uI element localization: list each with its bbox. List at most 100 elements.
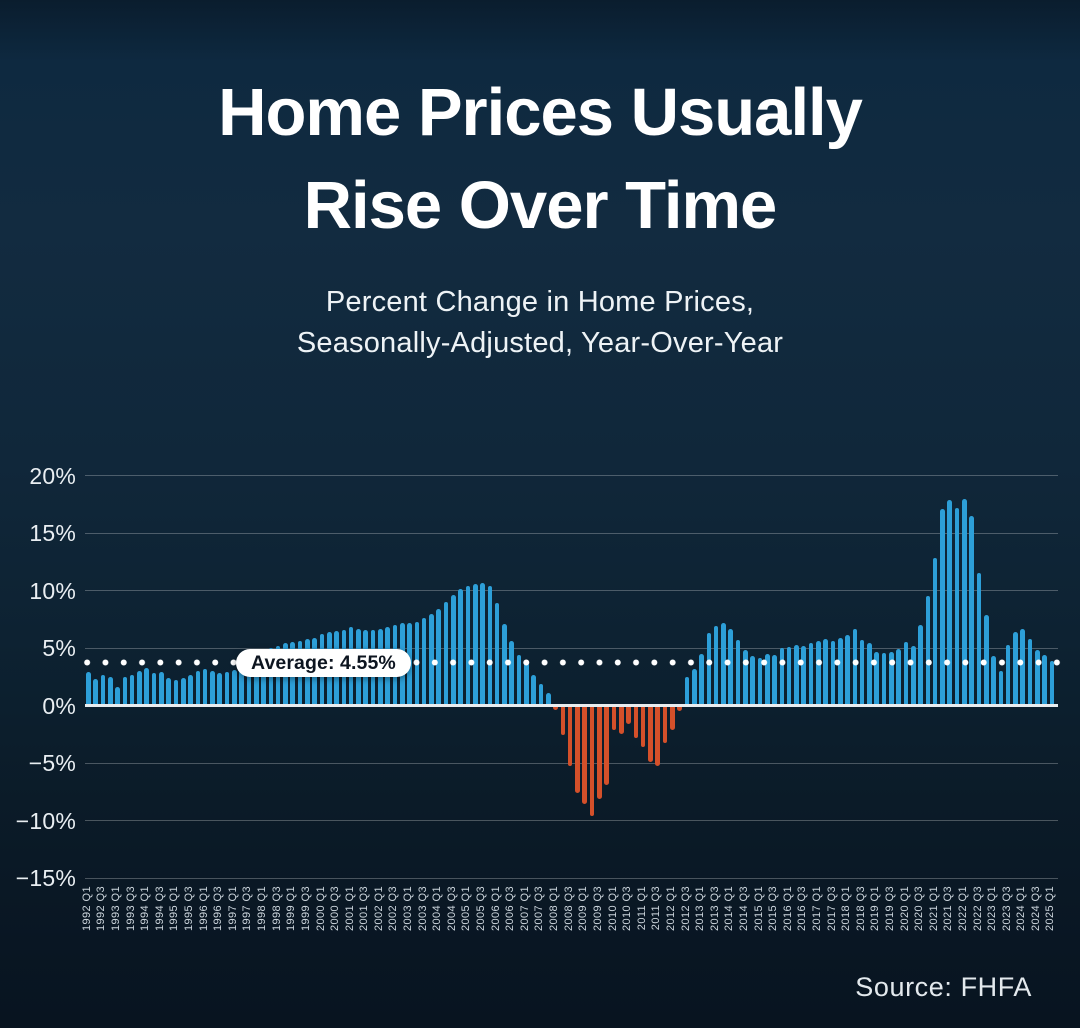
bar <box>531 674 536 706</box>
bar <box>779 648 785 706</box>
bar <box>633 705 639 738</box>
bar <box>144 667 150 706</box>
bar <box>932 558 938 706</box>
x-tick-label: 2012 Q3 <box>679 886 692 932</box>
x-tick-label: 1994 Q1 <box>139 886 152 932</box>
bar <box>969 515 974 706</box>
x-tick-label: 2025 Q1 <box>1044 886 1057 932</box>
bar <box>896 649 901 706</box>
x-tick-label: 1993 Q3 <box>124 886 137 932</box>
x-tick-label: 1992 Q1 <box>80 886 93 932</box>
y-tick-label: 15% <box>29 520 76 546</box>
bar <box>494 603 500 706</box>
gridline <box>85 820 1058 821</box>
bar <box>232 669 237 706</box>
x-tick-label: 1992 Q3 <box>95 886 108 932</box>
x-tick-label: 2009 Q1 <box>577 886 590 932</box>
bar <box>845 635 850 706</box>
bar <box>93 679 98 706</box>
bar <box>516 654 522 706</box>
bar <box>188 674 193 706</box>
bar <box>122 676 128 706</box>
bar <box>801 645 807 706</box>
bar <box>991 656 996 706</box>
bar <box>575 705 580 793</box>
bar <box>808 643 814 706</box>
bar <box>137 671 142 706</box>
x-tick-label: 2011 Q3 <box>650 886 663 931</box>
bar <box>180 677 186 706</box>
bar <box>874 651 880 706</box>
y-tick-label: 10% <box>29 577 76 604</box>
bar <box>567 705 573 767</box>
bar <box>684 676 690 706</box>
bar <box>465 585 471 706</box>
bar <box>772 654 777 706</box>
bar <box>998 671 1004 706</box>
gridline <box>85 877 1058 879</box>
x-tick-label: 2004 Q3 <box>445 886 458 932</box>
x-tick-label: 2002 Q1 <box>372 886 385 932</box>
bar <box>159 672 164 706</box>
y-tick-label: −10% <box>15 807 76 834</box>
x-tick-label: 2005 Q1 <box>460 886 473 932</box>
bar <box>1049 660 1055 706</box>
bar <box>107 676 113 706</box>
title-line-1: Home Prices Usually <box>218 75 863 150</box>
x-tick-label: 2007 Q1 <box>518 886 531 932</box>
x-tick-label: 2014 Q1 <box>723 886 736 932</box>
bar <box>480 582 485 706</box>
bar <box>1035 650 1040 706</box>
bar <box>691 668 697 706</box>
bar <box>662 705 668 744</box>
bar <box>560 705 566 736</box>
bar <box>224 672 230 706</box>
bar <box>830 641 836 706</box>
bar <box>889 651 894 706</box>
bar <box>1013 631 1018 706</box>
x-tick-label: 2000 Q3 <box>329 886 342 932</box>
zero-axis-line <box>85 704 1058 707</box>
x-tick-label: 2015 Q1 <box>752 886 765 932</box>
bar <box>115 687 120 706</box>
bar <box>553 705 558 711</box>
x-tick-label: 1996 Q1 <box>197 886 210 932</box>
bar <box>472 583 478 706</box>
x-tick-label: 2015 Q3 <box>767 886 779 932</box>
bar <box>757 658 763 706</box>
x-tick-label: 2016 Q1 <box>781 886 794 932</box>
x-tick-label: 2010 Q1 <box>606 886 619 932</box>
bar <box>202 668 208 706</box>
x-tick-label: 2008 Q3 <box>562 886 575 932</box>
bar <box>699 653 704 706</box>
bar <box>925 596 931 706</box>
x-tick-label: 2017 Q3 <box>825 886 838 932</box>
x-tick-label: 2004 Q1 <box>431 886 444 932</box>
bar <box>217 673 223 706</box>
y-tick-label: 5% <box>42 635 76 661</box>
bar <box>173 680 179 706</box>
bar <box>195 671 201 706</box>
bar <box>910 645 916 706</box>
bar <box>837 637 843 706</box>
x-tick-label: 2003 Q1 <box>402 886 415 932</box>
bar <box>626 705 631 724</box>
bar <box>648 705 653 762</box>
bar <box>954 507 960 706</box>
x-tick-label: 2018 Q3 <box>854 886 867 932</box>
bar <box>1027 638 1033 706</box>
bar <box>903 642 909 706</box>
gridline <box>85 647 1058 649</box>
bar <box>618 705 624 735</box>
y-tick-label: 0% <box>42 692 76 719</box>
bar <box>764 653 770 706</box>
bar <box>458 589 463 706</box>
x-tick-label: 2023 Q3 <box>1000 886 1013 932</box>
bar <box>743 650 748 706</box>
x-tick-label: 2011 Q1 <box>635 886 648 931</box>
bar <box>640 705 646 747</box>
gridline <box>85 475 1058 476</box>
bar <box>1005 644 1011 706</box>
